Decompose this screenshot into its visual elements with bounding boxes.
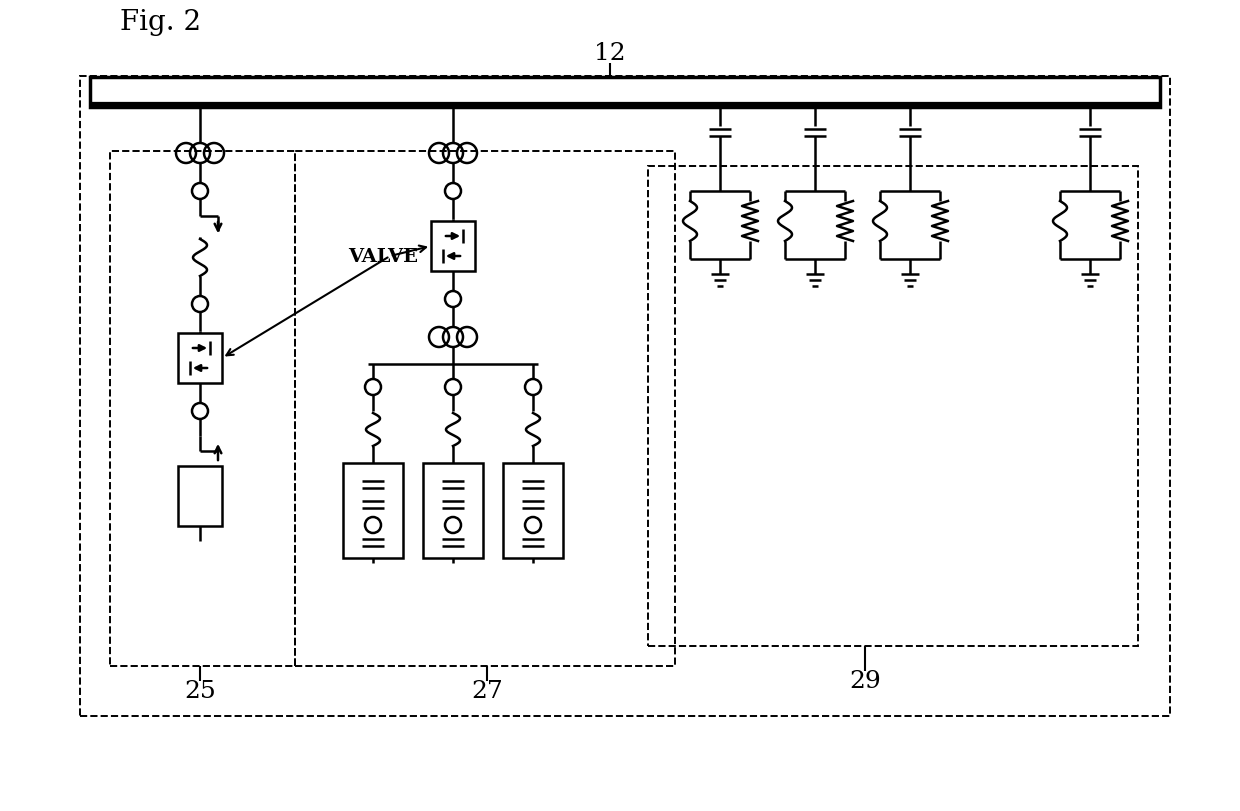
Bar <box>432 221 475 272</box>
Bar <box>295 152 675 666</box>
Bar <box>110 152 295 666</box>
Bar <box>649 167 1138 646</box>
Bar <box>179 466 222 526</box>
Bar <box>91 78 1159 108</box>
Text: VALVE: VALVE <box>348 247 418 266</box>
Text: Fig. 2: Fig. 2 <box>120 8 201 36</box>
Bar <box>81 77 1171 716</box>
Text: 12: 12 <box>594 42 626 66</box>
Bar <box>179 333 222 384</box>
Bar <box>423 463 484 558</box>
Text: 29: 29 <box>849 670 880 693</box>
Bar <box>503 463 563 558</box>
Text: 27: 27 <box>471 680 503 702</box>
Text: 25: 25 <box>184 680 216 702</box>
Bar <box>343 463 403 558</box>
